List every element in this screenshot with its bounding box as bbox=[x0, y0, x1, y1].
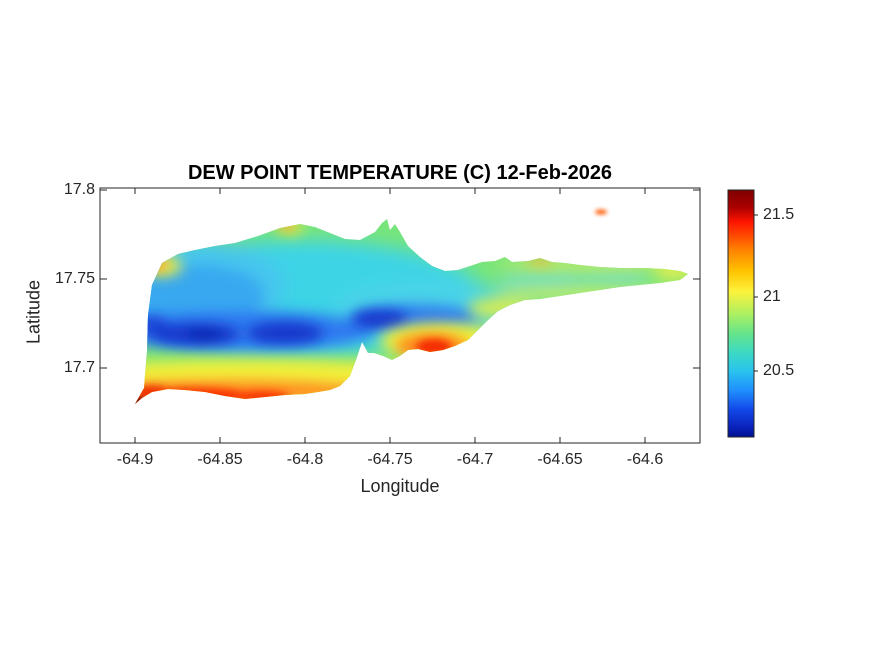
x-tick-label: -64.85 bbox=[197, 451, 243, 468]
x-tick-label: -64.9 bbox=[116, 451, 154, 468]
detached-orange-speck bbox=[595, 209, 607, 215]
chart-title: DEW POINT TEMPERATURE (C) 12-Feb-2026 bbox=[187, 162, 613, 184]
colorbar-tick-marks bbox=[754, 214, 758, 372]
colorbar-tick-label: 21 bbox=[763, 288, 781, 305]
dark-red-maximum bbox=[135, 397, 150, 404]
x-axis-label: Longitude bbox=[360, 476, 440, 496]
x-tick-label: -64.75 bbox=[367, 451, 413, 468]
tick-marks bbox=[100, 188, 700, 443]
x-tick-label: -64.8 bbox=[286, 451, 324, 468]
axes-box bbox=[99, 187, 701, 444]
colorbar-tick-label: 21.5 bbox=[763, 206, 795, 223]
x-tick-label: -64.65 bbox=[537, 451, 583, 468]
y-tick-label: 17.8 bbox=[63, 181, 95, 198]
x-tick-label: -64.7 bbox=[456, 451, 494, 468]
y-tick-label: 17.75 bbox=[54, 270, 95, 287]
colorbar-gradient bbox=[727, 189, 755, 438]
colorbar-tick-label: 20.5 bbox=[763, 362, 795, 379]
y-tick-label: 17.7 bbox=[63, 359, 95, 376]
island-heatmap bbox=[135, 219, 688, 404]
y-axis-label: Latitude bbox=[23, 279, 44, 345]
x-tick-label: -64.6 bbox=[626, 451, 664, 468]
